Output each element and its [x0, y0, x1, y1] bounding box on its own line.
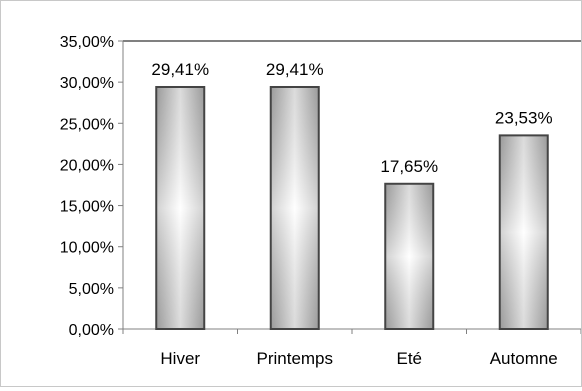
- bars: [155, 85, 549, 330]
- y-tick-label: 35,00%: [60, 34, 114, 51]
- x-category-label: Hiver: [160, 349, 200, 368]
- x-category-label: Eté: [396, 349, 422, 368]
- x-axis: Hiver Printemps Eté Automne: [122, 328, 582, 368]
- data-label: 29,41%: [266, 60, 324, 79]
- y-tick-label: 20,00%: [60, 157, 114, 174]
- y-tick-label: 25,00%: [60, 116, 114, 133]
- y-tick-label: 15,00%: [60, 199, 114, 216]
- y-tick-label: 10,00%: [60, 240, 114, 257]
- data-label: 17,65%: [380, 157, 438, 176]
- x-category-label: Automne: [490, 349, 558, 368]
- bar-outline: [498, 134, 549, 330]
- bar-shading: [156, 86, 205, 329]
- bar-outline: [384, 182, 435, 330]
- y-axis: 0,00% 5,00% 10,00% 15,00% 20,00% 25,00% 30,00%…: [60, 34, 581, 339]
- bar-outline: [269, 85, 320, 330]
- bar-shading: [499, 135, 548, 329]
- data-label: 29,41%: [151, 60, 209, 79]
- y-tick-label: 5,00%: [69, 281, 114, 298]
- y-tick-label: 30,00%: [60, 75, 114, 92]
- data-labels: 29,41% 29,41% 17,65% 23,53%: [151, 60, 552, 176]
- bar-outline: [155, 85, 206, 330]
- bar-shading: [270, 86, 319, 329]
- y-tick-label: 0,00%: [69, 322, 114, 339]
- data-label: 23,53%: [495, 108, 553, 127]
- bar-shading: [385, 183, 434, 329]
- x-category-label: Printemps: [256, 349, 333, 368]
